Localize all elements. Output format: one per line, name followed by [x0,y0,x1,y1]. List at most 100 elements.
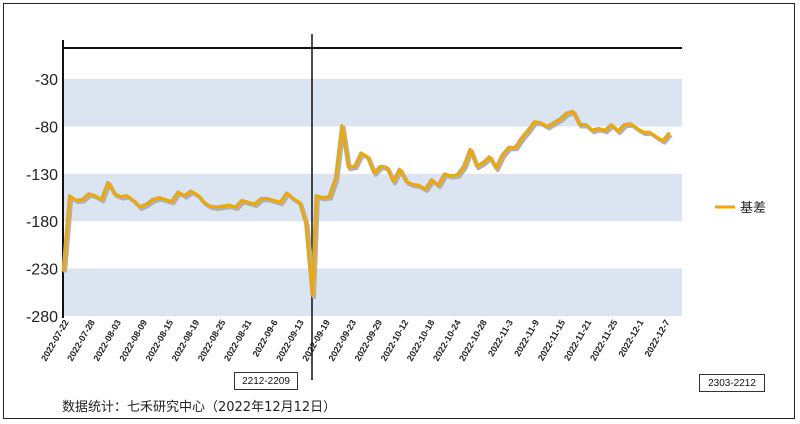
data-point [310,293,314,297]
data-point [176,190,180,193]
data-point [285,191,288,194]
y-tick-label: -30 [35,72,58,89]
footnote: 数据统计：七禾研究中心（2022年12月12日） [62,400,337,415]
data-point [443,172,446,175]
y-tick-label: -130 [26,167,58,184]
data-point [327,195,330,198]
data-point [385,166,388,169]
data-point [234,205,237,209]
data-point [353,165,356,168]
data-point [100,198,103,201]
band-1 [63,173,682,222]
data-point [667,131,671,135]
data-point [610,123,613,126]
data-point [93,194,97,197]
data-point [565,111,568,115]
data-point [468,148,472,151]
data-point [539,121,542,124]
data-point [253,202,256,206]
data-point [164,198,167,201]
data-point [436,184,440,187]
data-point [500,153,504,156]
data-point [494,166,497,170]
data-point [398,167,401,171]
marker-label-right: 2303-2212 [699,374,765,392]
data-point [170,200,173,203]
data-point [304,221,307,225]
data-point [449,174,452,177]
legend: 基差 [715,201,766,216]
data-point [132,199,135,202]
data-point [278,201,282,204]
y-tick-label: -230 [26,262,58,279]
data-point [423,187,427,191]
data-point [411,183,414,186]
x-tick-label: 2022-09-6 [251,318,280,359]
x-axis-ticks: 2022-07-222022-07-282022-08-032022-08-09… [39,318,672,363]
x-tick-label: 2022-12-1 [616,318,645,359]
data-point [456,173,459,176]
data-point [314,194,318,197]
data-point [240,199,243,202]
data-point [157,196,160,199]
data-point [526,129,529,132]
data-point [346,166,350,169]
data-point [552,121,555,124]
data-point [106,181,109,184]
data-point [119,195,122,198]
y-tick-label: -280 [26,309,58,326]
data-point [87,192,90,195]
data-point [151,198,154,201]
data-point [603,129,606,132]
data-point [430,178,433,181]
series-layer [61,109,673,300]
data-point [648,130,651,134]
data-point [475,165,478,168]
data-point [507,146,510,149]
data-point [417,184,420,187]
data-point [195,193,199,196]
band-0 [63,79,682,127]
data-point [584,123,587,126]
data-point [481,161,485,164]
data-point [340,124,343,127]
data-point [655,135,658,138]
background-bands [63,79,682,316]
data-point [227,203,231,207]
data-point [577,123,581,126]
data-point [533,120,536,123]
data-point [183,194,186,197]
data-point [144,202,148,206]
data-point [112,192,116,195]
data-point [391,180,395,183]
data-point [520,136,523,139]
data-point [298,201,301,204]
data-point [590,129,594,132]
data-point [74,199,78,202]
data-point [622,123,626,126]
data-point [359,151,363,155]
x-tick-label: 2022-10-28 [457,318,489,363]
data-point [189,189,192,193]
data-point [68,194,71,197]
data-point [513,146,517,149]
band-2 [63,268,682,316]
data-point [138,205,141,209]
x-tick-label: 2022-11-9 [512,318,541,358]
y-tick-label: -180 [26,214,58,231]
data-point [597,127,600,130]
data-point [558,117,562,121]
data-point [291,197,294,200]
x-tick-label: 2022-11-3 [486,318,515,358]
data-point [635,127,639,130]
y-axis-ticks: -30 -80 -130 -180 -230 -280 [26,72,58,326]
x-tick-label: 2022-08-31 [222,318,254,363]
marker-label-left: 2212-2209 [234,372,298,390]
x-tick-label: 2022-12-7 [643,318,672,359]
data-point [125,194,128,197]
data-point [266,197,269,200]
data-point [545,125,549,128]
data-point [61,269,65,272]
data-point [571,110,574,113]
data-point [215,205,218,209]
